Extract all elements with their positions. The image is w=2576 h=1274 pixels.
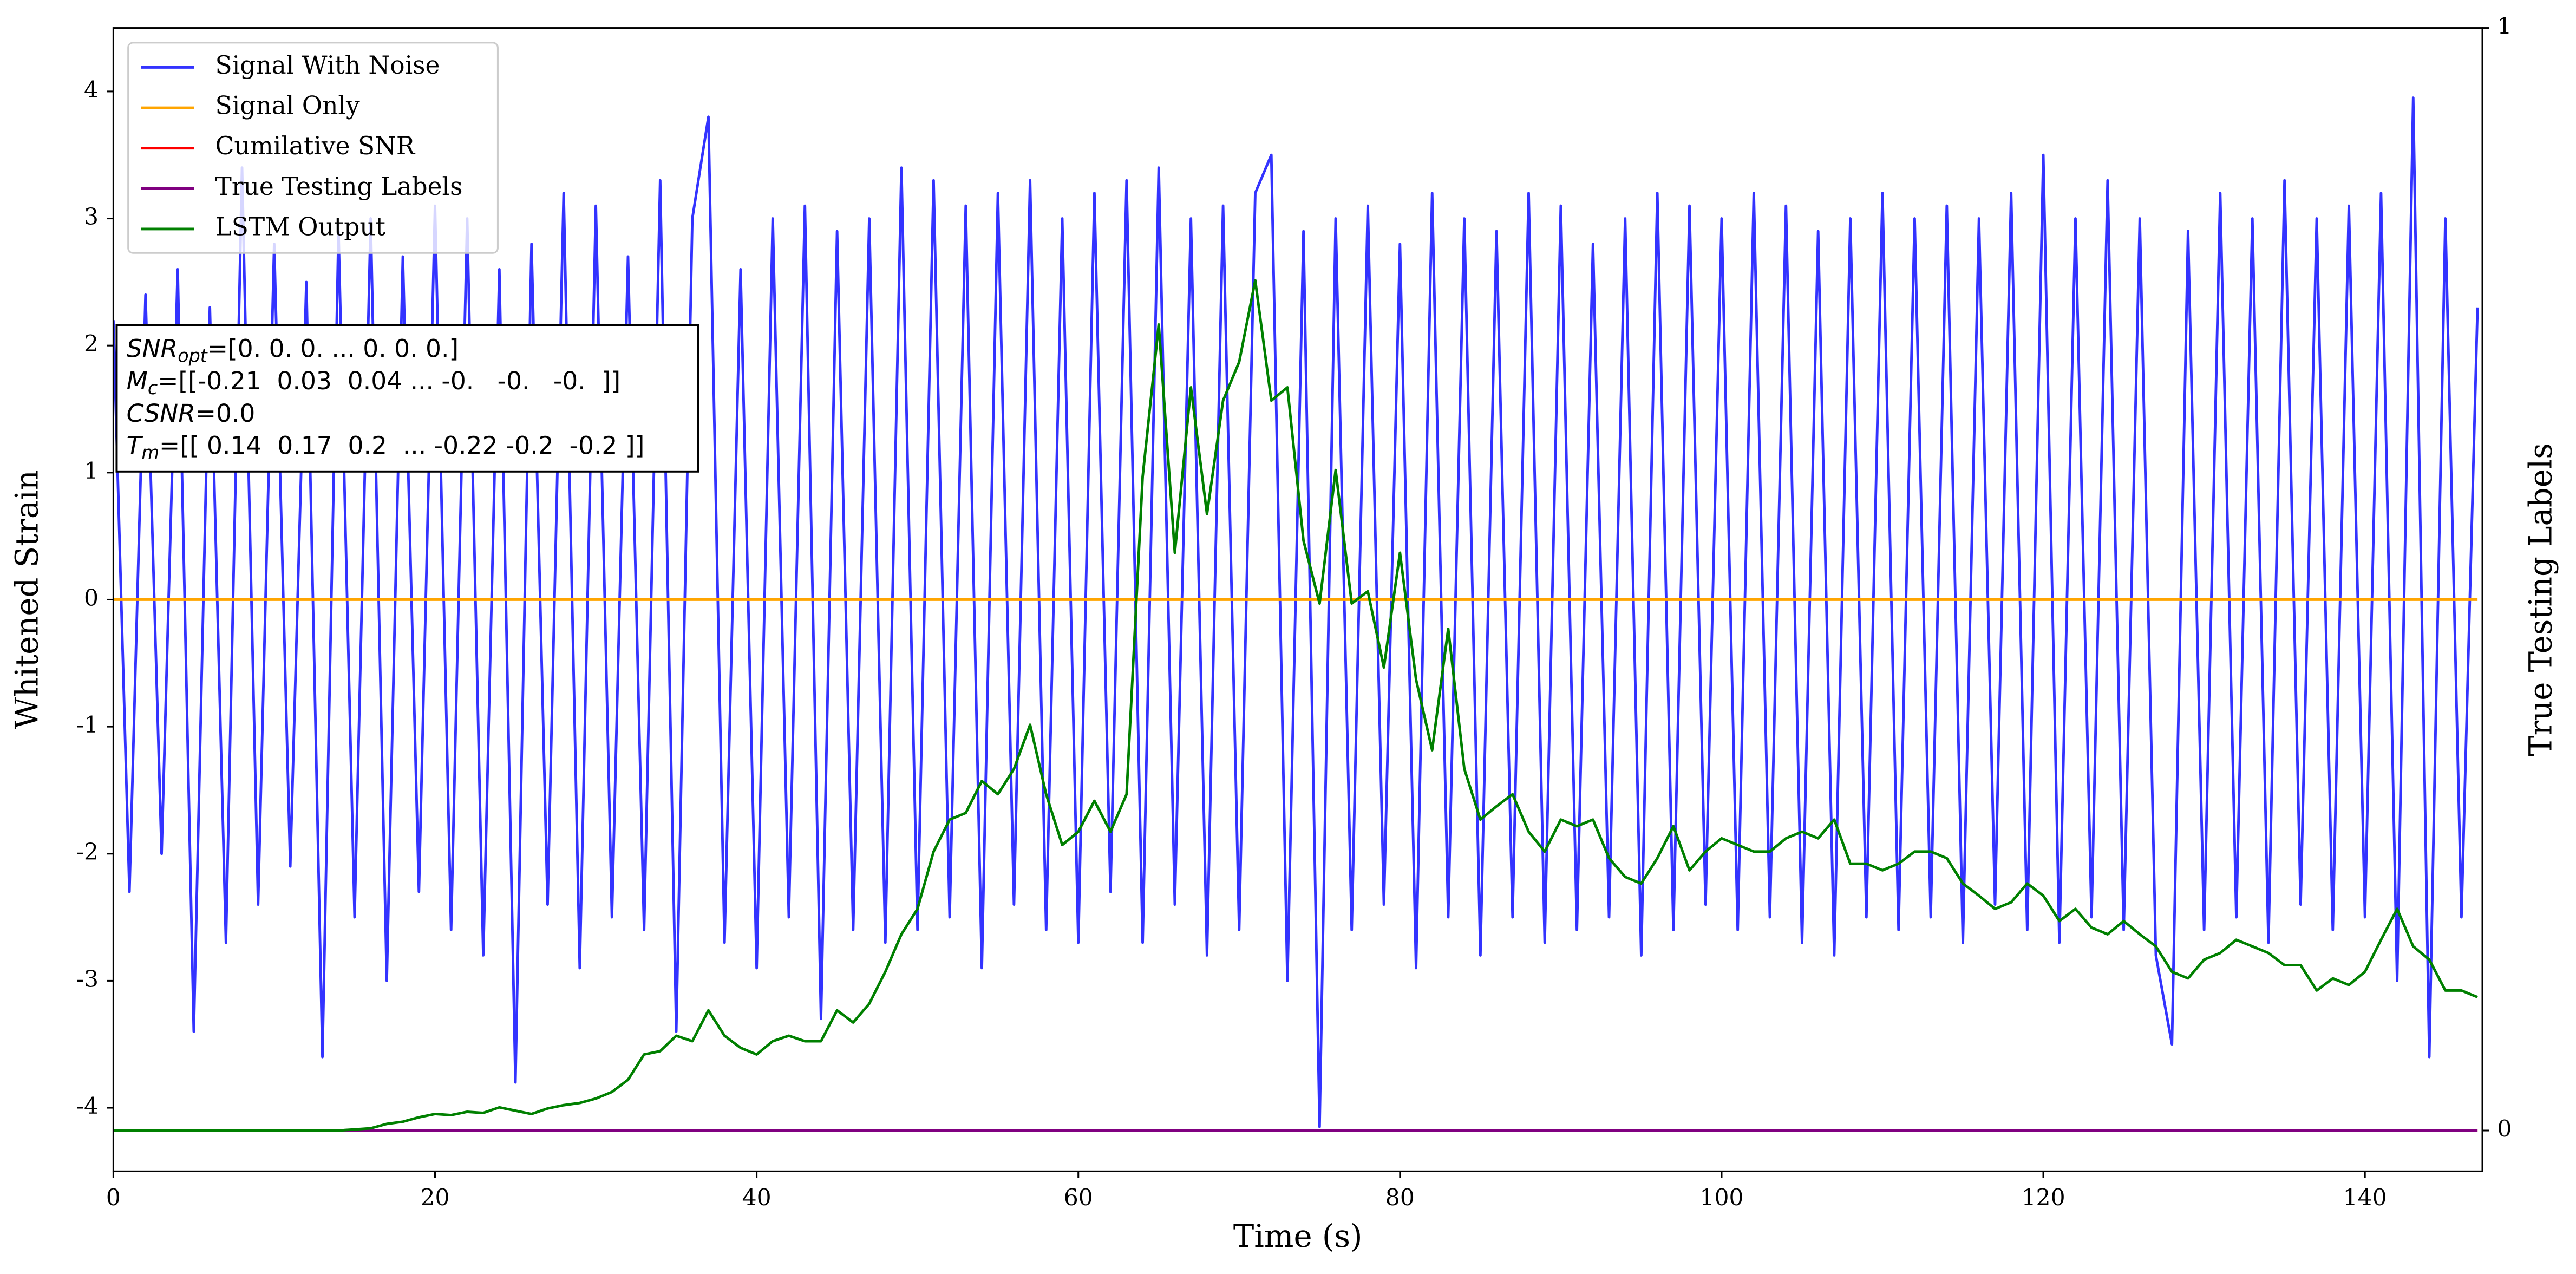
annotation-symbol: T — [127, 431, 143, 460]
annotation-text: =[[-0.21 0.03 0.04 ... -0. -0. -0. ]] — [158, 367, 620, 395]
annotation-subscript: m — [141, 442, 159, 463]
annotation-subscript: opt — [178, 345, 208, 366]
y-tick-label: 0 — [84, 585, 99, 611]
annotation-line: Mc=[[-0.21 0.03 0.04 ... -0. -0. -0. ]] — [127, 367, 620, 398]
annotation-text: =[[ 0.14 0.17 0.2 ... -0.22 -0.2 -0.2 ]] — [159, 431, 644, 460]
x-tick-label: 80 — [1385, 1185, 1415, 1211]
legend-label: Signal With Noise — [215, 51, 440, 80]
x-tick-label: 40 — [742, 1185, 772, 1211]
annotation-line: Tm=[[ 0.14 0.17 0.2 ... -0.22 -0.2 -0.2 … — [127, 431, 645, 463]
annotation-line: SNRopt=[0. 0. 0. ... 0. 0. 0.] — [127, 334, 459, 366]
y-axis-label: Whitened Strain — [9, 470, 45, 729]
legend-box — [127, 42, 499, 254]
y-tick-label: 2 — [84, 331, 99, 357]
series-line — [113, 279, 2479, 1132]
annotation-subscript: c — [148, 377, 158, 398]
series-line — [113, 96, 2479, 1128]
x-tick-label: 100 — [1699, 1185, 1743, 1211]
y-tick-label: -1 — [76, 712, 99, 739]
annotation-line: CSNR=0.0 — [127, 398, 256, 427]
legend-label: Cumilative SNR — [215, 132, 416, 160]
annotation-symbol: CSNR — [127, 398, 195, 427]
annotation-symbol: M — [127, 367, 148, 395]
y-tick-label: -2 — [76, 839, 99, 866]
y2-tick-label: 1 — [2497, 14, 2512, 40]
annotation-text: =[0. 0. 0. ... 0. 0. 0.] — [207, 334, 459, 363]
legend-label: True Testing Labels — [215, 172, 463, 201]
y-tick-label: 3 — [84, 204, 99, 231]
annotation-symbol: SNR — [127, 334, 178, 363]
x-tick-label: 0 — [106, 1185, 121, 1211]
y-tick-label: 1 — [84, 458, 99, 485]
x-tick-label: 120 — [2022, 1185, 2065, 1211]
x-tick-label: 20 — [420, 1185, 449, 1211]
legend-label: LSTM Output — [215, 212, 385, 241]
y-tick-label: -3 — [76, 966, 99, 992]
y2-tick-label: 0 — [2497, 1116, 2512, 1142]
annotation: SNRopt=[0. 0. 0. ... 0. 0. 0.]Mc=[[-0.21… — [115, 324, 699, 473]
legend-label: Signal Only — [215, 92, 360, 120]
plot-area — [113, 96, 2479, 1132]
annotation-box — [115, 324, 699, 473]
x-tick-label: 60 — [1064, 1185, 1093, 1211]
annotation-text: =0.0 — [195, 398, 255, 427]
x-tick-label: 140 — [2343, 1185, 2387, 1211]
y-tick-label: -4 — [76, 1093, 99, 1120]
y2-axis-label: True Testing Labels — [2522, 443, 2559, 756]
legend: Signal With Noise Signal Only Cumilative S… — [127, 42, 499, 254]
y-tick-label: 4 — [84, 77, 99, 103]
x-axis-label: Time (s) — [1233, 1218, 1363, 1255]
